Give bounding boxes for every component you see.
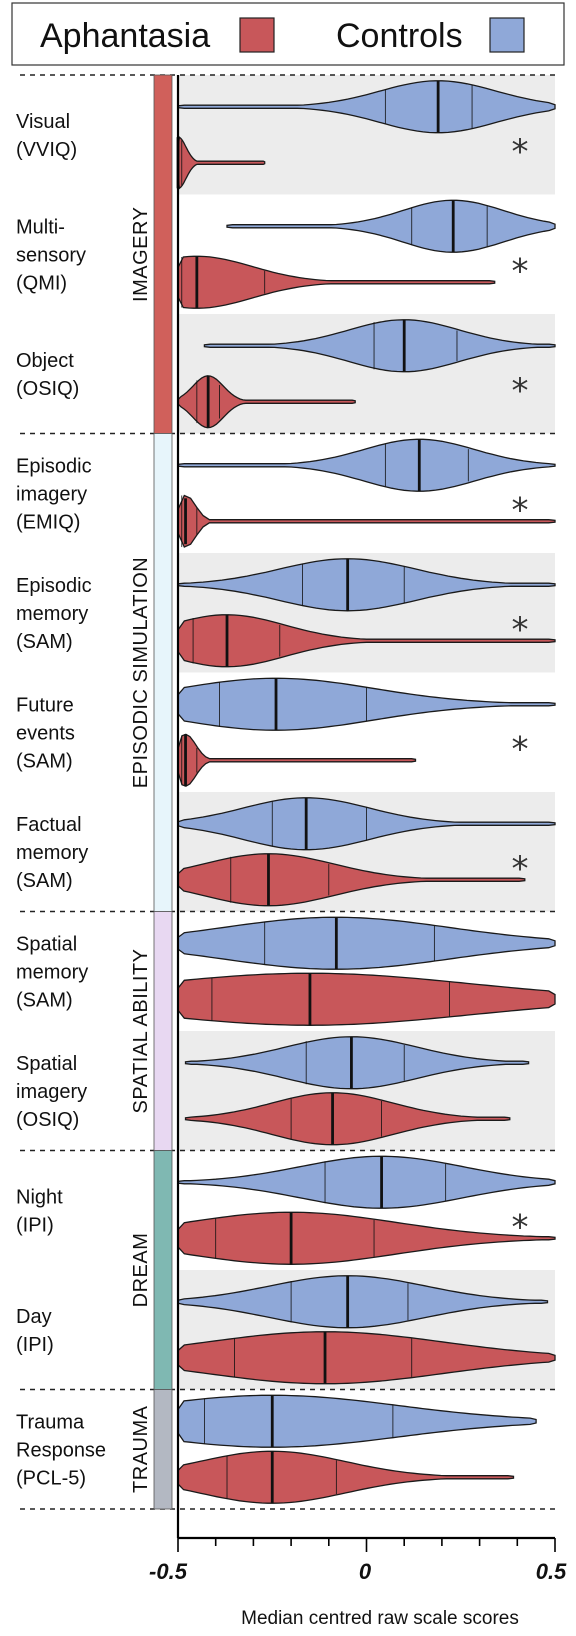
violin-aphantasia bbox=[177, 853, 526, 907]
x-axis: -0.5 0 0.5 Median centred raw scale scor… bbox=[149, 75, 567, 1629]
row-label-day: Day (IPI) bbox=[16, 1306, 54, 1356]
violin-controls bbox=[177, 438, 556, 492]
row-label-line: Night bbox=[16, 1186, 63, 1208]
violin-layer bbox=[176, 80, 556, 1504]
row-label-line: Future bbox=[16, 694, 74, 716]
legend-label-controls: Controls bbox=[336, 17, 463, 55]
row-label-line: memory bbox=[16, 961, 88, 983]
violin-aphantasia bbox=[177, 1450, 515, 1504]
row-label-line: (SAM) bbox=[16, 870, 73, 892]
violin-aphantasia bbox=[177, 494, 556, 548]
violin-controls bbox=[177, 558, 556, 612]
violin-controls bbox=[184, 1036, 530, 1090]
row-label-line: imagery bbox=[16, 483, 87, 505]
group-bar-spatial-ability bbox=[153, 911, 173, 1151]
row-label-line: (SAM) bbox=[16, 631, 73, 653]
row-label-visual: Visual (VVIQ) bbox=[16, 111, 77, 161]
row-label-spatial: Spatial imagery (OSIQ) bbox=[16, 1053, 87, 1131]
group-label-spatial-ability: SPATIAL ABILITY bbox=[130, 949, 152, 1114]
row-label-line: (IPI) bbox=[16, 1334, 54, 1356]
row-label-object: Object (OSIQ) bbox=[16, 350, 79, 400]
row-label-spatial: Spatial memory (SAM) bbox=[16, 933, 88, 1011]
row-label-line: Trauma bbox=[16, 1411, 85, 1433]
x-axis-ticks bbox=[177, 1538, 556, 1552]
significance-marker: * bbox=[512, 251, 529, 291]
violin-aphantasia bbox=[177, 733, 417, 787]
row-label-line: (OSIQ) bbox=[16, 1109, 79, 1131]
row-label-line: (QMI) bbox=[16, 272, 67, 294]
group-label-trauma: TRAUMA bbox=[130, 1405, 152, 1493]
row-label-line: Response bbox=[16, 1439, 106, 1461]
significance-marker: * bbox=[512, 729, 529, 769]
significance-marker: * bbox=[512, 132, 529, 172]
row-label-layer: * Visual (VVIQ) * Multi-sensory (QMI) * Object (… bbox=[16, 111, 529, 1490]
row-label-line: (VVIQ) bbox=[16, 139, 77, 161]
row-label-line: Episodic bbox=[16, 575, 92, 597]
row-label-line: (EMIQ) bbox=[16, 511, 80, 533]
row-label-factual: Factual memory (SAM) bbox=[16, 814, 88, 892]
legend-swatch-controls bbox=[489, 17, 525, 53]
row-label-line: (SAM) bbox=[16, 989, 73, 1011]
legend-frame bbox=[11, 2, 565, 66]
significance-marker: * bbox=[512, 1207, 529, 1247]
violin-controls bbox=[177, 1275, 549, 1329]
row-label-line: (IPI) bbox=[16, 1214, 54, 1236]
row-label-line: Episodic bbox=[16, 455, 92, 477]
significance-marker: * bbox=[512, 371, 529, 411]
group-bar-episodic-simulation bbox=[153, 433, 173, 912]
violin-controls bbox=[177, 1394, 537, 1448]
violin-aphantasia bbox=[177, 972, 556, 1026]
row-label-future: Future events (SAM) bbox=[16, 694, 75, 772]
x-axis-title: Median centred raw scale scores bbox=[241, 1608, 519, 1629]
row-label-line: events bbox=[16, 722, 75, 744]
x-tick-label-zero: 0 bbox=[359, 1559, 372, 1584]
group-bar-imagery bbox=[153, 74, 173, 434]
row-label-line: (SAM) bbox=[16, 750, 73, 772]
x-tick-label-min: -0.5 bbox=[149, 1559, 188, 1584]
row-label-line: Spatial bbox=[16, 933, 77, 955]
row-label-line: Visual bbox=[16, 111, 70, 133]
violin-controls bbox=[177, 80, 556, 134]
row-label-line: imagery bbox=[16, 1081, 87, 1103]
violin-controls bbox=[177, 1155, 556, 1209]
row-label-episodic: Episodic memory (SAM) bbox=[16, 575, 92, 653]
violin-controls bbox=[226, 199, 556, 253]
row-label-line: Spatial bbox=[16, 1053, 77, 1075]
row-label-line: Day bbox=[16, 1306, 52, 1328]
violin-controls bbox=[177, 916, 556, 970]
row-label-line: Object bbox=[16, 350, 74, 372]
row-label-line: memory bbox=[16, 603, 88, 625]
row-label-episodic: Episodic imagery (EMIQ) bbox=[16, 455, 92, 533]
group-bar-layer: IMAGERY EPISODIC SIMULATION SPATIAL ABILIT… bbox=[130, 74, 173, 1510]
row-label-night: Night (IPI) bbox=[16, 1186, 63, 1236]
row-label-line: (PCL-5) bbox=[16, 1467, 86, 1489]
legend-swatch-aphantasia bbox=[239, 17, 275, 53]
legend: Aphantasia Controls bbox=[11, 2, 565, 66]
significance-marker: * bbox=[512, 610, 529, 650]
violin-aphantasia bbox=[177, 614, 556, 668]
group-label-imagery: IMAGERY bbox=[130, 207, 152, 302]
row-label-line: memory bbox=[16, 842, 88, 864]
group-label-episodic-simulation: EPISODIC SIMULATION bbox=[130, 557, 152, 788]
violin-aphantasia bbox=[177, 255, 496, 309]
row-label-line: sensory bbox=[16, 244, 86, 266]
violin-aphantasia bbox=[177, 375, 356, 429]
group-label-dream: DREAM bbox=[130, 1233, 152, 1308]
row-label-multi: Multi-sensory (QMI) bbox=[16, 216, 86, 294]
violin-aphantasia bbox=[177, 1331, 556, 1385]
violin-controls bbox=[203, 319, 556, 373]
row-label-line: Factual bbox=[16, 814, 82, 836]
violin-aphantasia bbox=[177, 1211, 556, 1265]
row-label-line: Multi- bbox=[16, 216, 65, 238]
x-tick-label-max: 0.5 bbox=[536, 1559, 567, 1584]
row-label-trauma: Trauma Response (PCL-5) bbox=[16, 1411, 106, 1489]
legend-label-aphantasia: Aphantasia bbox=[40, 17, 210, 55]
significance-marker: * bbox=[512, 849, 529, 889]
violin-aphantasia bbox=[177, 135, 266, 190]
group-bar-dream bbox=[153, 1150, 173, 1390]
significance-marker: * bbox=[512, 490, 529, 530]
group-bar-trauma bbox=[153, 1389, 173, 1510]
row-label-line: (OSIQ) bbox=[16, 378, 79, 400]
